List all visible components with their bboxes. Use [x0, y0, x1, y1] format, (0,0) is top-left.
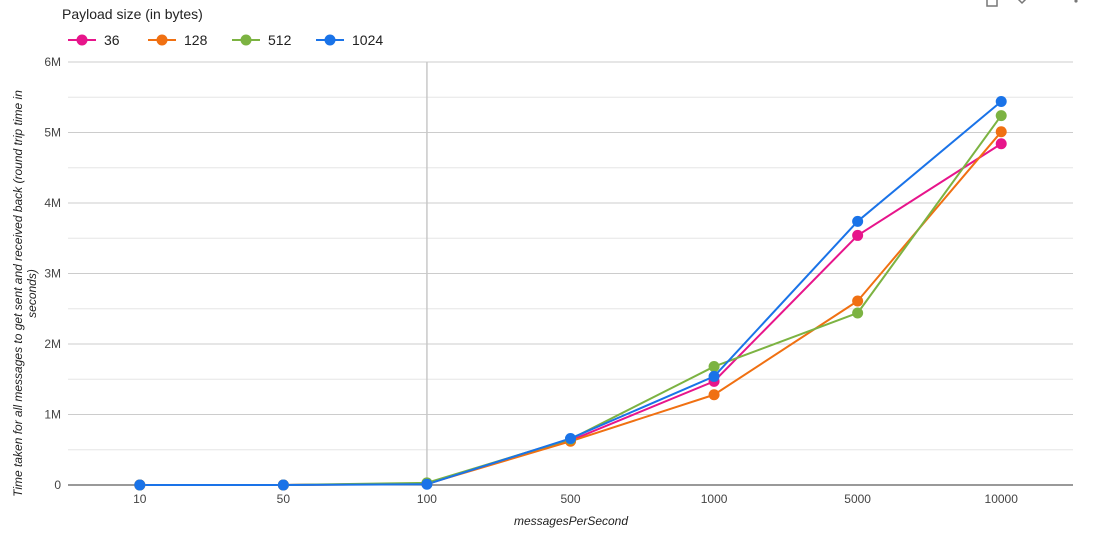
series-lines — [139, 100, 1003, 486]
y-tick-label: 5M — [44, 126, 61, 140]
legend-swatch-marker — [324, 34, 336, 46]
x-tick-label: 1000 — [701, 492, 728, 506]
x-axis-title: messagesPerSecond — [514, 514, 628, 528]
legend-label: 128 — [184, 32, 208, 48]
legend-label: 512 — [268, 32, 292, 48]
legend-label: 1024 — [352, 32, 383, 48]
legend-swatch-marker — [76, 34, 88, 46]
data-point-128[interactable] — [852, 295, 864, 307]
x-tick-label: 50 — [277, 492, 291, 506]
y-tick-label: 4M — [44, 196, 61, 210]
chart-menu-icon[interactable] — [986, 0, 998, 7]
data-point-1024[interactable] — [565, 432, 576, 444]
x-tick-label: 10000 — [985, 492, 1019, 506]
x-tick-label: 10 — [133, 492, 147, 506]
gridlines — [68, 61, 1073, 451]
x-axis-ticks: 10 50 100 500 1000 5000 10000 — [133, 492, 1018, 506]
series-points — [134, 95, 1007, 491]
data-point-1024[interactable] — [708, 370, 720, 382]
chevron-down-icon[interactable] — [1016, 0, 1028, 5]
data-point-36[interactable] — [995, 138, 1007, 150]
legend-item-128[interactable]: 128 — [148, 32, 208, 48]
data-point-1024[interactable] — [995, 95, 1007, 107]
data-point-1024[interactable] — [134, 479, 146, 491]
y-tick-label: 2M — [44, 337, 61, 351]
y-tick-label: 1M — [44, 408, 61, 422]
data-point-1024[interactable] — [277, 479, 289, 491]
legend-swatch-marker — [240, 34, 252, 46]
y-axis-title: Time taken for all messages to get sent … — [11, 90, 39, 497]
series-line-512 — [139, 114, 1003, 486]
y-axis-title-line: seconds) — [25, 269, 39, 318]
data-point-512[interactable] — [852, 307, 864, 319]
legend: Payload size (in bytes) 36 128 512 1024 — [62, 6, 383, 48]
data-point-128[interactable] — [995, 126, 1007, 138]
y-axis-ticks: 0 1M 2M 3M 4M 5M 6M — [44, 55, 61, 492]
legend-item-512[interactable]: 512 — [232, 32, 292, 48]
y-axis-title-line: Time taken for all messages to get sent … — [11, 90, 25, 497]
data-point-128[interactable] — [708, 389, 720, 401]
legend-swatch-marker — [156, 34, 168, 46]
data-point-36[interactable] — [852, 229, 864, 241]
legend-title: Payload size (in bytes) — [62, 6, 203, 22]
data-point-512[interactable] — [995, 110, 1007, 122]
data-point-512[interactable] — [708, 361, 720, 373]
data-point-1024[interactable] — [852, 215, 864, 227]
legend-label: 36 — [104, 32, 120, 48]
legend-item-1024[interactable]: 1024 — [316, 32, 383, 48]
x-tick-label: 5000 — [844, 492, 871, 506]
y-tick-label: 3M — [44, 267, 61, 281]
y-tick-label: 0 — [54, 478, 61, 492]
data-point-1024[interactable] — [421, 478, 433, 490]
x-tick-label: 500 — [560, 492, 580, 506]
more-options-icon[interactable] — [1070, 0, 1082, 4]
x-tick-label: 100 — [417, 492, 437, 506]
y-tick-label: 6M — [44, 55, 61, 69]
legend-item-36[interactable]: 36 — [68, 32, 120, 48]
